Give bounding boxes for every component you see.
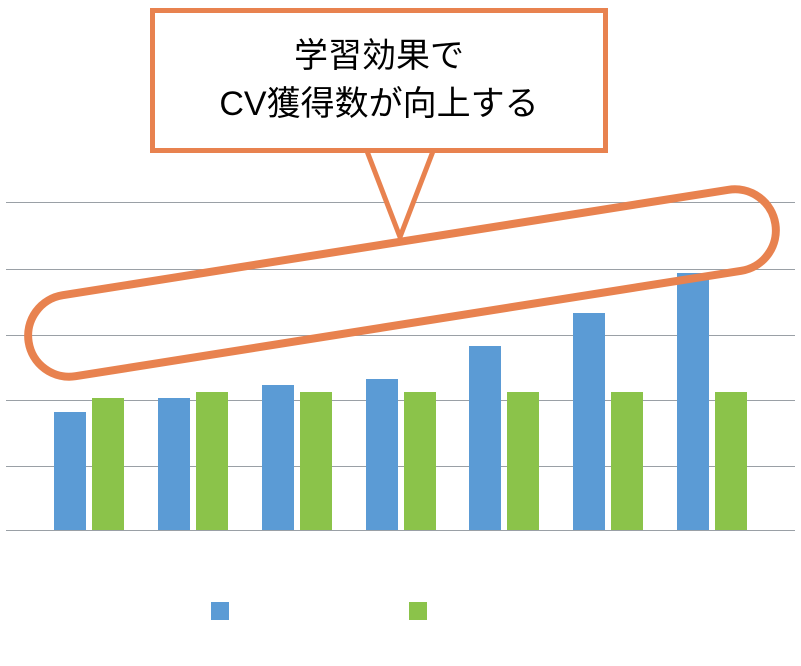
callout-line-1: 学習効果で bbox=[294, 33, 464, 81]
legend-swatch-2 bbox=[409, 602, 427, 620]
bar bbox=[573, 313, 605, 530]
legend-item-2 bbox=[409, 602, 427, 620]
bar bbox=[469, 346, 501, 530]
bar bbox=[507, 392, 539, 530]
legend bbox=[211, 602, 427, 620]
bar bbox=[715, 392, 747, 530]
callout-pointer bbox=[360, 146, 440, 242]
bar bbox=[196, 392, 228, 530]
callout-box: 学習効果で CV獲得数が向上する bbox=[150, 8, 608, 153]
callout-line-2: CV獲得数が向上する bbox=[219, 81, 538, 129]
legend-item-1 bbox=[211, 602, 229, 620]
bar bbox=[158, 398, 190, 530]
bar bbox=[300, 392, 332, 530]
legend-swatch-1 bbox=[211, 602, 229, 620]
bar bbox=[262, 385, 294, 530]
bar bbox=[54, 412, 86, 530]
bar bbox=[404, 392, 436, 530]
bar bbox=[611, 392, 643, 530]
bar bbox=[366, 379, 398, 530]
bar bbox=[677, 273, 709, 530]
bar bbox=[92, 398, 124, 530]
